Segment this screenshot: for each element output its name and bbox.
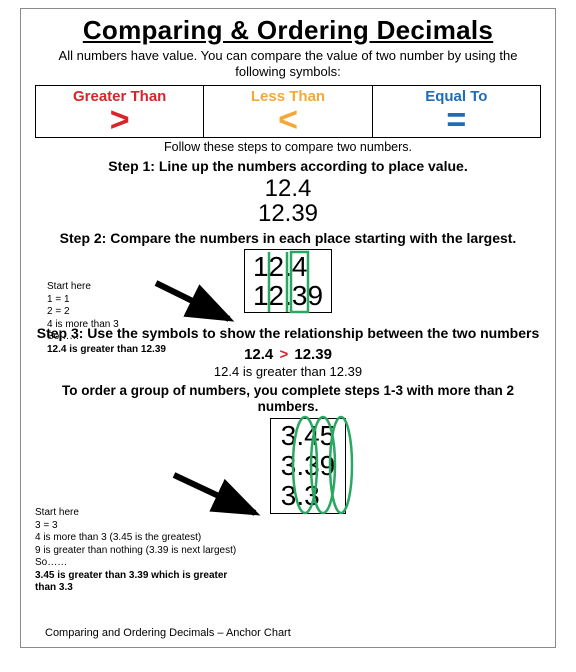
step2-n1: 12.4 — [253, 252, 323, 281]
step3-sym: > — [277, 346, 290, 363]
step3-left: 12.4 — [244, 346, 273, 363]
lt-glyph: < — [204, 105, 371, 135]
aside-l1: 1 = 1 — [47, 294, 166, 307]
step1-title: Step 1: Line up the numbers according to… — [35, 158, 541, 174]
aside2-l0: Start here — [35, 507, 245, 520]
aside-l4: So…… — [47, 331, 166, 344]
aside2-l3: 9 is greater than nothing (3.39 is next … — [35, 545, 245, 558]
step1-n1: 12.4 — [35, 176, 541, 201]
step1-n2: 12.39 — [35, 201, 541, 226]
aside-l5: 12.4 is greater than 12.39 — [47, 344, 166, 357]
aside2-l1: 3 = 3 — [35, 520, 245, 533]
stack3-box: 3.45 3.39 3.3 — [270, 418, 347, 515]
step1-numbers: 12.4 12.39 — [35, 176, 541, 226]
stack3-aside: Start here 3 = 3 4 is more than 3 (3.45 … — [35, 507, 245, 595]
intro-text: All numbers have value. You can compare … — [35, 48, 541, 81]
stack3-n3: 3.3 — [281, 481, 336, 511]
eq-glyph: = — [373, 105, 540, 135]
stack3-n2: 3.39 — [281, 451, 336, 481]
stack3-n1: 3.45 — [281, 421, 336, 451]
lt-cell: Less Than < — [204, 85, 372, 137]
gt-cell: Greater Than > — [36, 85, 204, 137]
step2-box: 12.4 12.39 — [244, 249, 332, 314]
aside2-l2: 4 is more than 3 (3.45 is the greatest) — [35, 532, 245, 545]
step2-title: Step 2: Compare the numbers in each plac… — [35, 230, 541, 247]
page-title: Comparing & Ordering Decimals — [35, 15, 541, 46]
gt-glyph: > — [36, 105, 203, 135]
step2-n2: 12.39 — [253, 281, 323, 310]
step3-right: 12.39 — [294, 346, 332, 363]
aside2-l4: So…… — [35, 557, 245, 570]
aside-l2: 2 = 2 — [47, 306, 166, 319]
step2-aside: Start here 1 = 1 2 = 2 4 is more than 3 … — [47, 281, 166, 356]
page-frame: Comparing & Ordering Decimals All number… — [20, 8, 556, 648]
aside2-l5: 3.45 is greater than 3.39 which is great… — [35, 570, 245, 595]
aside-l3: 4 is more than 3 — [47, 319, 166, 332]
follow-text: Follow these steps to compare two number… — [35, 140, 541, 154]
order-note: To order a group of numbers, you complet… — [35, 383, 541, 415]
eq-cell: Equal To = — [372, 85, 540, 137]
aside-l0: Start here — [47, 281, 166, 294]
symbol-table: Greater Than > Less Than < Equal To = — [35, 85, 541, 138]
footer-text: Comparing and Ordering Decimals – Anchor… — [45, 627, 291, 639]
step3-sub: 12.4 is greater than 12.39 — [35, 364, 541, 379]
